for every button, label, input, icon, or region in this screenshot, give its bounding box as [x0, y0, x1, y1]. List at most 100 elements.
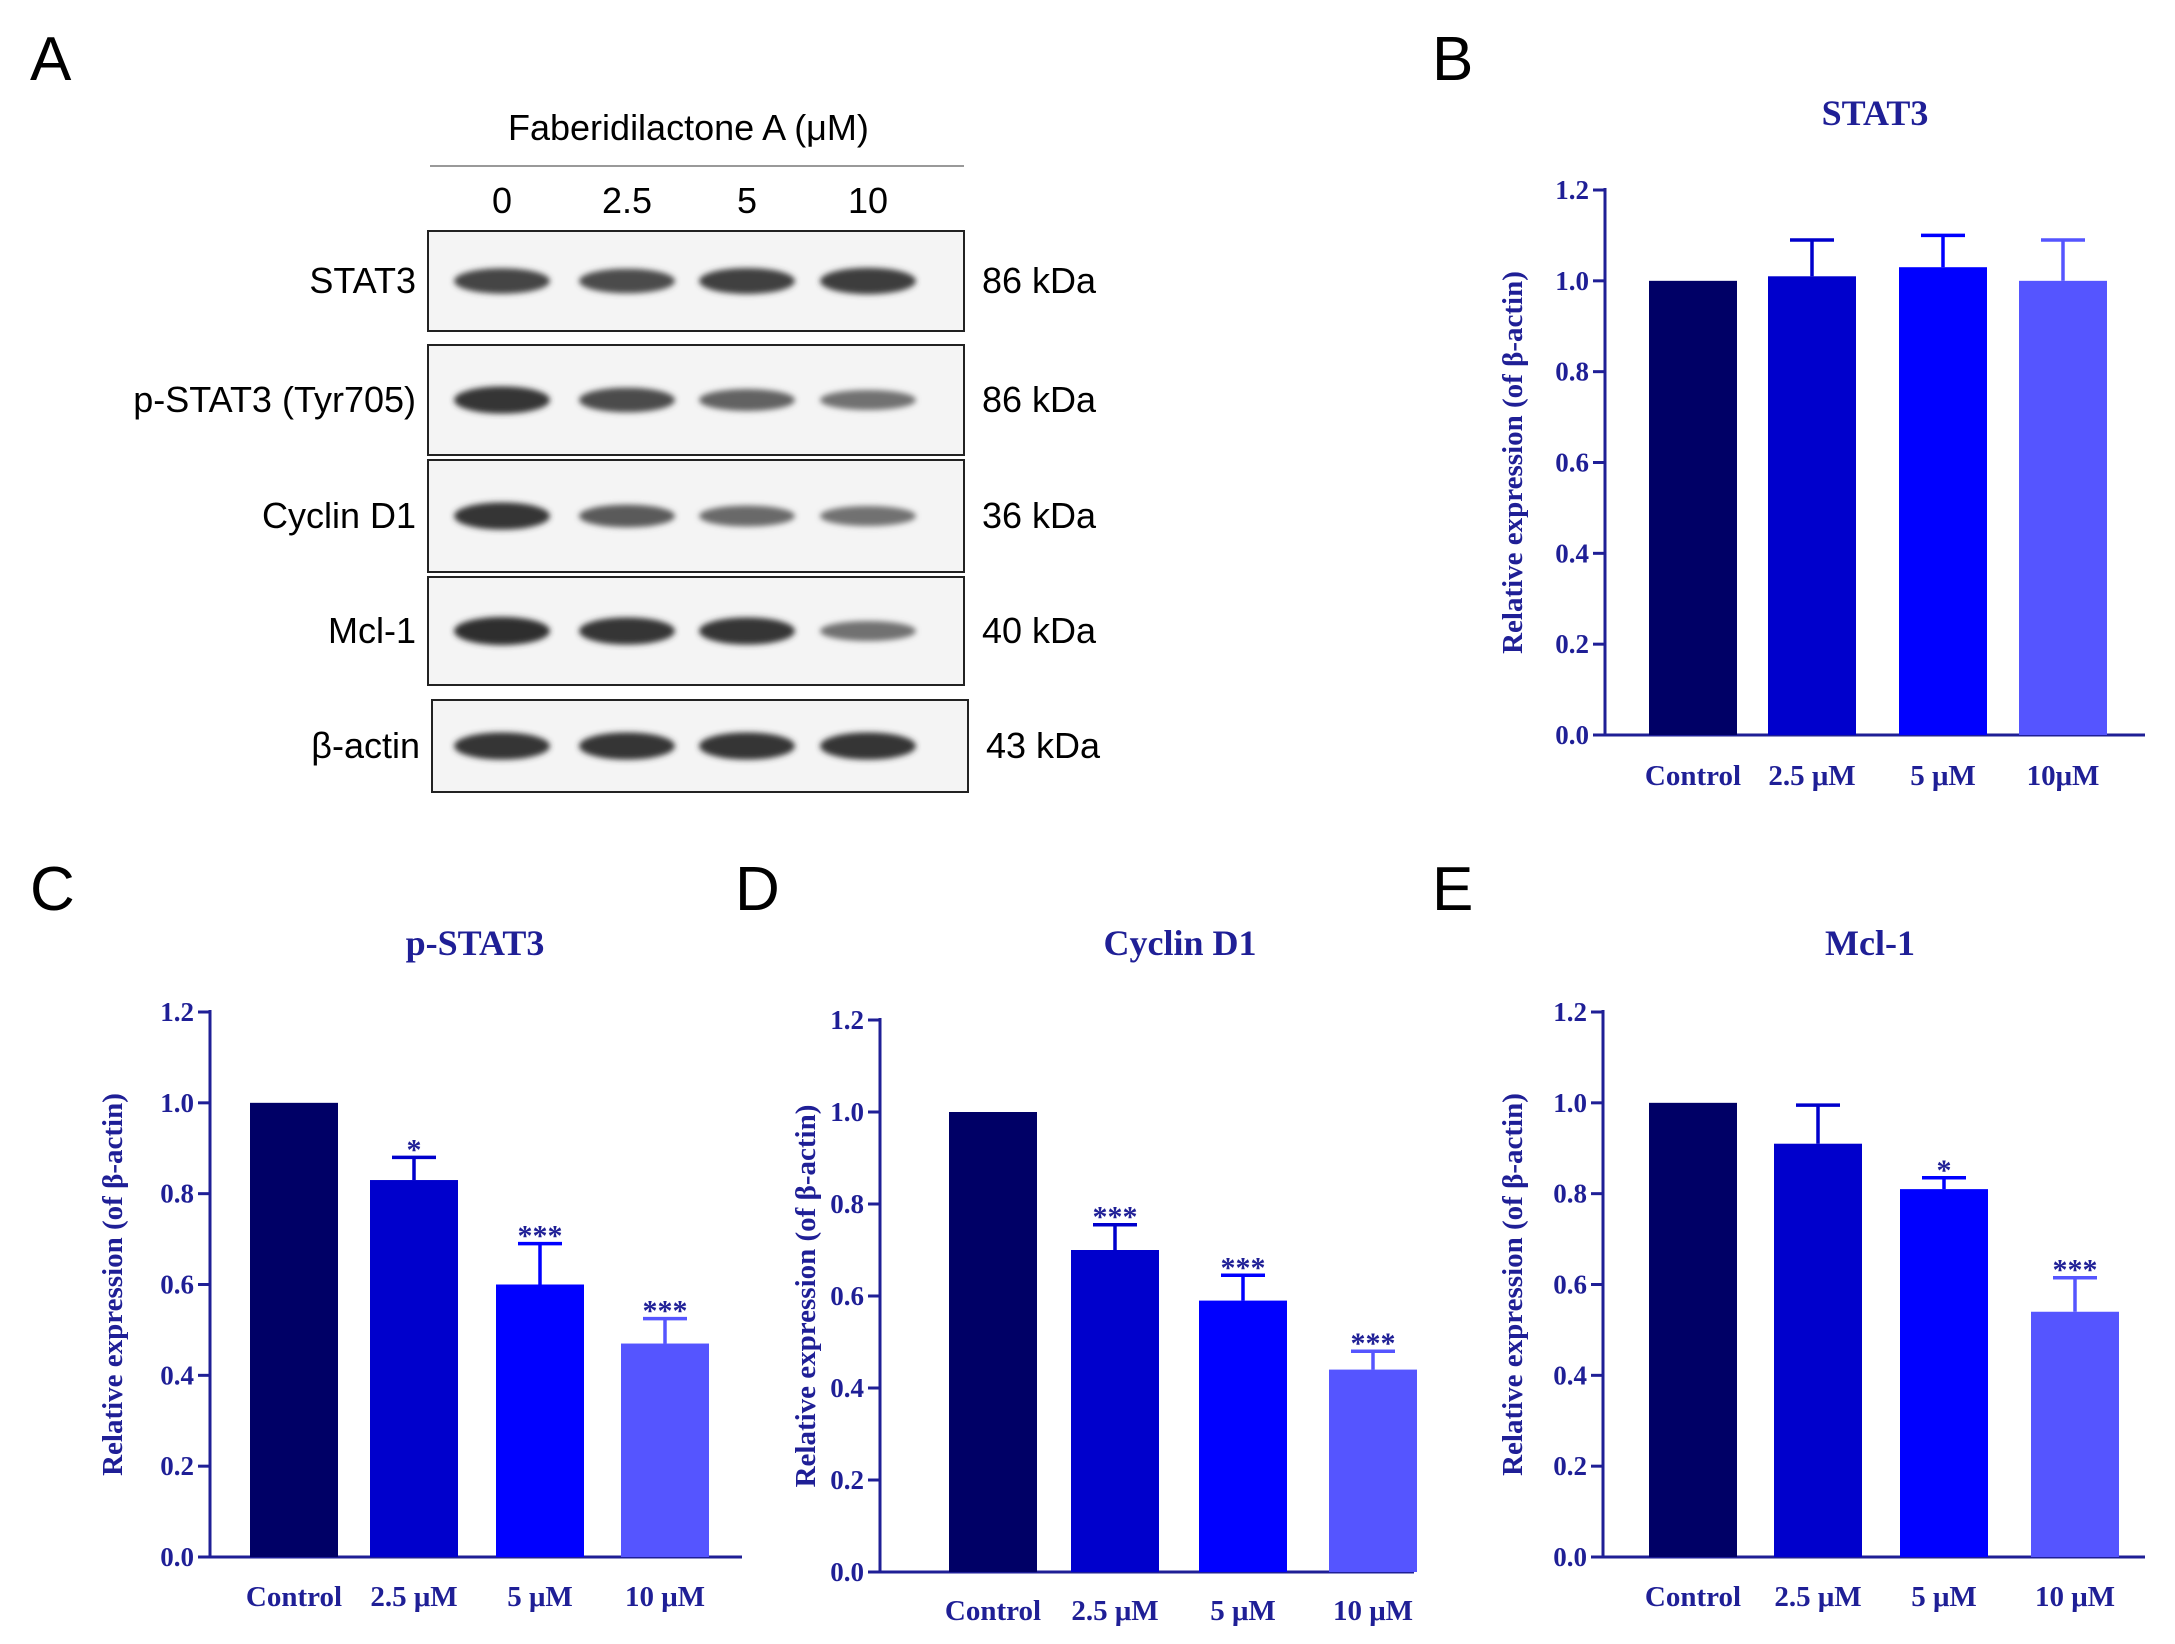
treatment-label: Faberidilactone A (μM) — [508, 107, 869, 148]
category-label: Control — [1645, 760, 1741, 792]
category-label: 10μM — [2027, 760, 2100, 792]
y-tick-label: 0.2 — [1555, 629, 1589, 659]
dose-label: 0 — [492, 180, 512, 221]
chart-title: p-STAT3 — [406, 923, 545, 963]
y-tick-label: 0.8 — [160, 1179, 194, 1209]
bar — [621, 1343, 709, 1557]
western-blot: Faberidilactone A (μM) 0 2.5 5 10 STAT3 8… — [133, 107, 1101, 793]
molecular-weight-label: 36 kDa — [982, 495, 1097, 536]
blot-band — [820, 505, 916, 527]
y-tick-label: 1.0 — [1553, 1088, 1587, 1118]
panel-letter-c: C — [30, 855, 75, 924]
blot-band — [454, 268, 550, 294]
blot-band — [454, 502, 550, 530]
significance-marker: *** — [1093, 1201, 1138, 1234]
blot-row: STAT3 86 kDa — [309, 230, 1097, 332]
category-label: 5 μM — [507, 1581, 573, 1613]
y-tick-label: 1.0 — [160, 1088, 194, 1118]
blot-band — [820, 620, 916, 642]
y-tick-label: 0.8 — [1555, 357, 1589, 387]
blot-band — [699, 267, 795, 295]
panel-letter-e: E — [1432, 855, 1473, 924]
bar — [1649, 280, 1737, 735]
bar — [250, 1102, 338, 1557]
bar — [370, 1180, 458, 1557]
protein-label: Mcl-1 — [328, 610, 416, 651]
bar — [949, 1112, 1037, 1572]
chart-title: STAT3 — [1822, 93, 1929, 133]
y-tick-label: 1.2 — [1555, 175, 1589, 205]
y-tick-label: 0.4 — [830, 1373, 864, 1403]
category-label: Control — [1645, 1581, 1741, 1613]
bar — [1199, 1300, 1287, 1572]
y-axis-label: Relative expression (of β-actin) — [97, 1093, 129, 1476]
protein-label: β-actin — [311, 725, 420, 766]
blot-band — [699, 505, 795, 527]
y-tick-label: 0.4 — [160, 1360, 194, 1390]
category-label: 2.5 μM — [1774, 1581, 1861, 1613]
y-axis-label: Relative expression (of β-actin) — [790, 1105, 822, 1488]
chart-title: Cyclin D1 — [1104, 923, 1257, 963]
category-label: 2.5 μM — [1071, 1595, 1158, 1627]
bar — [1071, 1250, 1159, 1572]
bar-chart-c: p-STAT3 Relative expression (of β-actin) 0… — [97, 923, 742, 1613]
panel-letter-d: D — [735, 855, 780, 924]
y-tick-label: 0.2 — [160, 1451, 194, 1481]
y-tick-label: 0.6 — [830, 1281, 864, 1311]
panel-letter-a: A — [30, 25, 72, 94]
molecular-weight-label: 86 kDa — [982, 379, 1097, 420]
y-tick-label: 0.6 — [160, 1270, 194, 1300]
bar — [1899, 267, 1987, 735]
blot-band — [579, 732, 675, 760]
blot-band — [699, 617, 795, 645]
y-tick-label: 1.2 — [160, 997, 194, 1027]
y-axis-label: Relative expression (of β-actin) — [1497, 1093, 1529, 1476]
significance-marker: *** — [1221, 1251, 1266, 1284]
blot-band — [454, 616, 550, 646]
dose-label: 2.5 — [602, 180, 652, 221]
blot-band — [579, 504, 675, 528]
y-tick-label: 1.2 — [830, 1005, 864, 1035]
blot-band — [454, 386, 550, 414]
category-label: 10 μM — [1333, 1595, 1413, 1627]
significance-marker: *** — [2053, 1254, 2098, 1287]
dose-label: 5 — [737, 180, 757, 221]
blot-band — [579, 617, 675, 645]
y-tick-label: 0.6 — [1553, 1270, 1587, 1300]
bar — [496, 1284, 584, 1557]
bar — [1329, 1369, 1417, 1572]
y-tick-label: 1.0 — [830, 1097, 864, 1127]
bar-chart-b: STAT3 Relative expression (of β-actin) 0.0… — [1497, 93, 2145, 792]
blot-row: Mcl-1 40 kDa — [328, 576, 1097, 686]
blot-band — [820, 267, 916, 295]
blot-band — [579, 268, 675, 294]
blot-band — [699, 732, 795, 760]
bar-chart-d: Cyclin D1 Relative expression (of β-actin… — [790, 923, 1417, 1627]
protein-label: STAT3 — [309, 260, 416, 301]
blot-band — [699, 389, 795, 411]
category-label: 5 μM — [1911, 1581, 1977, 1613]
blot-band — [454, 732, 550, 760]
category-label: 5 μM — [1210, 1595, 1276, 1627]
category-label: 2.5 μM — [370, 1581, 457, 1613]
blot-band — [820, 732, 916, 760]
blot-band — [820, 389, 916, 411]
category-label: 10 μM — [2035, 1581, 2115, 1613]
bar — [1768, 276, 1856, 735]
molecular-weight-label: 43 kDa — [986, 725, 1101, 766]
y-tick-label: 0.8 — [1553, 1179, 1587, 1209]
protein-label: p-STAT3 (Tyr705) — [133, 379, 416, 420]
y-tick-label: 0.2 — [1553, 1451, 1587, 1481]
dose-label: 10 — [848, 180, 888, 221]
bar — [2031, 1311, 2119, 1557]
chart-title: Mcl-1 — [1825, 923, 1915, 963]
bar — [1774, 1143, 1862, 1557]
y-tick-label: 0.0 — [160, 1542, 194, 1572]
category-label: 10 μM — [625, 1581, 705, 1613]
y-axis-label: Relative expression (of β-actin) — [1497, 271, 1529, 654]
bar — [1649, 1102, 1737, 1557]
blot-row: p-STAT3 (Tyr705) 86 kDa — [133, 344, 1097, 456]
bar-chart-e: Mcl-1 Relative expression (of β-actin) 0.0… — [1497, 923, 2145, 1613]
panel-letter-b: B — [1432, 25, 1473, 94]
significance-marker: *** — [1351, 1327, 1396, 1360]
